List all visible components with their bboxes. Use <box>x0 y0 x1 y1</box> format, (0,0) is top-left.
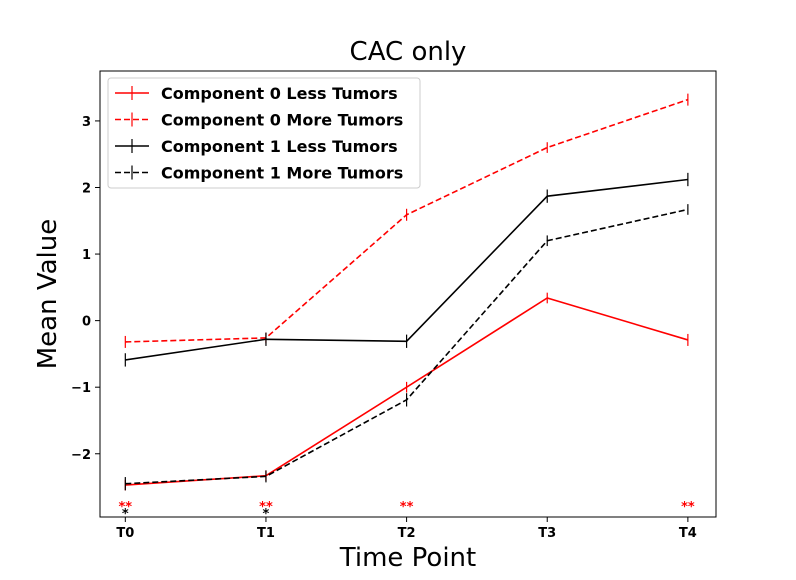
significance-marker: ** <box>681 500 695 515</box>
x-tick-label: T2 <box>398 526 416 541</box>
x-axis-label: Time Point <box>339 543 476 573</box>
significance-marker: ** <box>119 500 133 515</box>
legend-label: Component 1 More Tumors <box>161 164 403 183</box>
legend-label: Component 0 Less Tumors <box>161 84 398 103</box>
significance-marker: ** <box>259 500 273 515</box>
axis-ticks: T0 T1 T2 T3 T4 −2 −1 0 1 2 3 <box>71 115 697 541</box>
x-tick-label: T4 <box>679 526 697 541</box>
y-tick-label: 1 <box>82 248 91 263</box>
chart-title: CAC only <box>350 37 467 67</box>
legend-label: Component 1 Less Tumors <box>161 137 398 156</box>
y-tick-label: −2 <box>71 448 91 463</box>
y-axis-label: Mean Value <box>33 219 63 370</box>
significance-annotations: ** ** ** *** * <box>119 500 695 522</box>
series-line <box>125 178 688 361</box>
y-tick-label: 3 <box>82 115 91 130</box>
legend: Component 0 Less Tumors Component 0 More … <box>107 77 421 189</box>
significance-marker: ** <box>400 500 414 515</box>
series-lines <box>124 93 689 491</box>
plot-frame <box>99 70 717 518</box>
legend-box <box>107 77 421 189</box>
x-tick-label: T0 <box>116 526 134 541</box>
y-tick-label: −1 <box>71 381 91 396</box>
significance-marker: * <box>263 507 270 522</box>
y-tick-label: 2 <box>82 181 91 196</box>
x-tick-label: T1 <box>257 526 275 541</box>
x-tick-label: T3 <box>538 526 556 541</box>
legend-label: Component 0 More Tumors <box>161 111 403 130</box>
significance-marker: * <box>122 507 129 522</box>
y-tick-label: 0 <box>82 315 91 330</box>
